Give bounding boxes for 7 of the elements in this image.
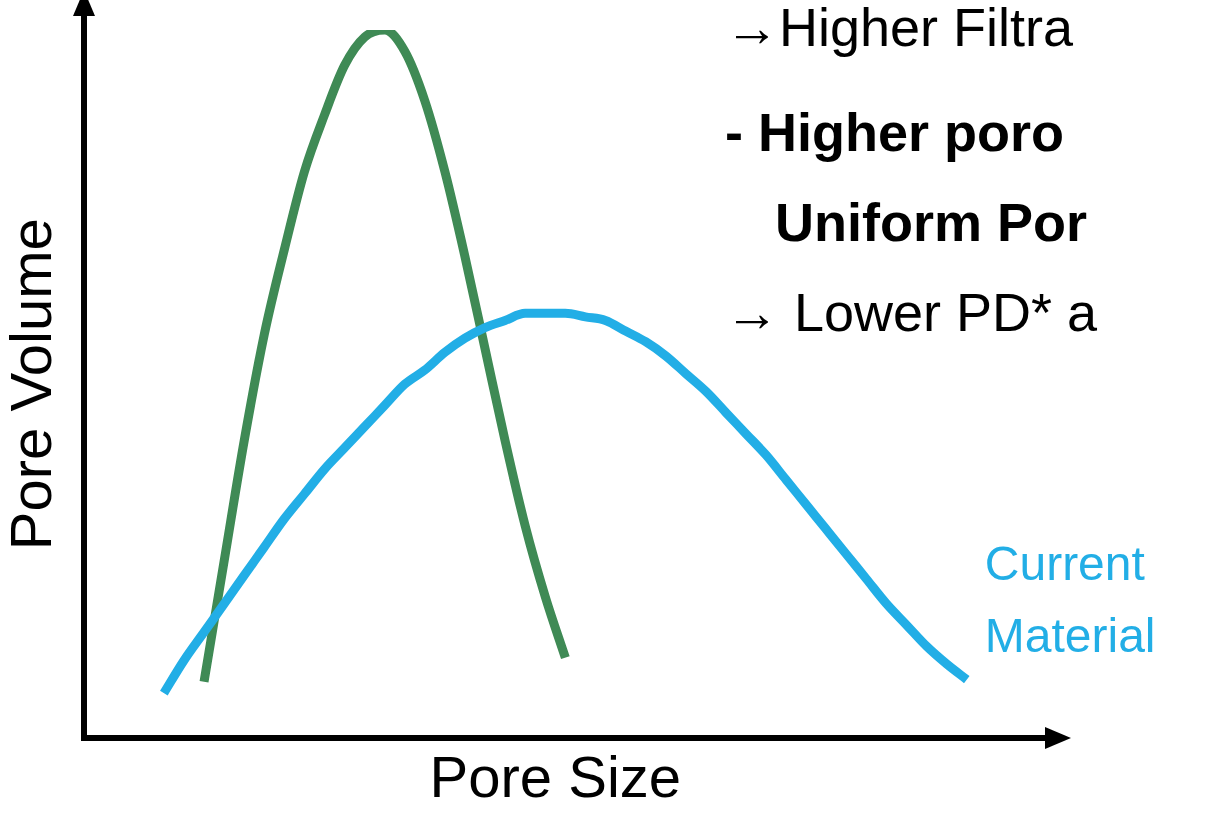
- annotation: →Higher Filtra: [725, 0, 1074, 57]
- annotation: Uniform Por: [775, 192, 1088, 252]
- series-label: Current Material: [984, 536, 1156, 662]
- annotation: - Higher poro: [725, 102, 1064, 162]
- annotation: → Lower PD* a: [725, 282, 1098, 342]
- x-axis-title: Pore Size: [429, 744, 682, 810]
- y-axis-title: Pore Volume: [0, 218, 63, 551]
